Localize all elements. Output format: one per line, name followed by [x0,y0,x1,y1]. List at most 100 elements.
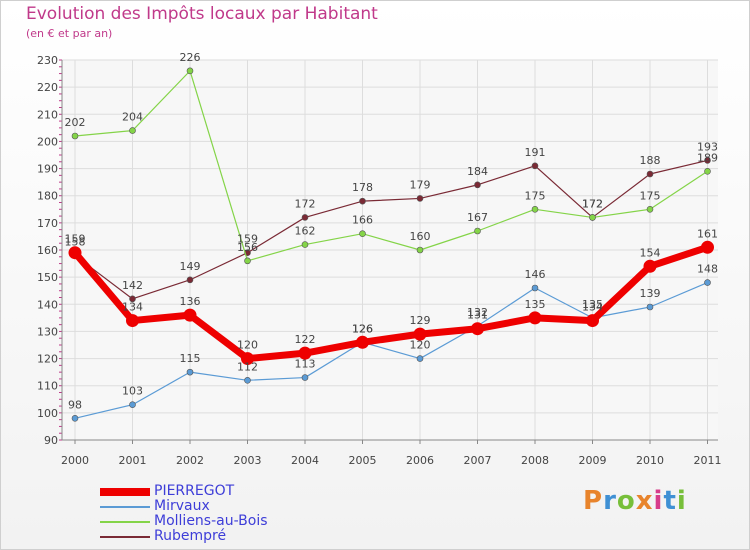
legend-label: Rubempré [154,528,227,544]
data-label: 135 [582,298,603,311]
data-point [244,376,251,384]
x-tick-label: 2005 [349,454,377,467]
data-label: 156 [237,241,258,254]
y-tick-label: 150 [37,271,58,284]
data-label: 175 [525,189,546,202]
data-point [586,314,599,328]
y-tick-label: 110 [37,380,58,393]
data-label: 131 [467,309,488,322]
logo-letter: o [616,486,636,516]
legend-swatch [100,506,150,508]
data-point [531,205,539,213]
data-label: 184 [467,165,488,178]
legend-label: Mirvaux [154,498,210,514]
legend-swatch [100,488,150,496]
data-point [416,195,424,202]
x-tick-label: 2006 [406,454,434,467]
data-label: 154 [640,246,661,259]
y-tick-label: 230 [37,54,58,67]
y-tick-label: 140 [37,298,58,311]
data-label: 179 [410,178,431,191]
data-label: 172 [295,197,316,210]
data-point [413,327,427,341]
x-tick-label: 2007 [464,454,492,467]
data-label: 191 [525,146,546,159]
proxiti-logo: Proxiti [583,486,687,516]
data-label: 126 [352,322,373,335]
x-tick-label: 2001 [119,454,147,467]
data-label: 167 [467,211,488,224]
x-tick-label: 2010 [636,454,664,467]
data-label: 132 [467,306,488,319]
data-point [704,167,711,175]
data-point [704,279,711,286]
y-tick-label: 190 [37,163,58,176]
data-point [416,246,424,254]
data-point [646,303,654,311]
logo-letter: i [653,486,664,516]
data-point [474,181,481,189]
data-label: 135 [525,298,546,311]
y-tick-label: 210 [37,108,58,121]
data-point [68,246,82,260]
logo-letter: x [635,486,654,516]
data-label: 193 [697,140,718,153]
data-point [528,311,542,325]
data-point [71,414,79,422]
data-point [129,127,136,134]
legend-swatch [100,536,150,538]
data-label: 146 [525,268,546,281]
logo-letter: r [603,486,617,516]
data-label: 202 [65,116,86,129]
data-point [126,314,139,328]
data-point [186,276,194,284]
data-label: 136 [180,295,201,308]
data-point [646,170,654,178]
x-tick-label: 2003 [234,454,262,467]
data-label: 178 [352,181,373,194]
data-label: 162 [295,225,316,238]
data-point [356,335,369,349]
data-point [531,284,539,292]
data-label: 188 [640,154,661,167]
data-point [301,214,309,221]
data-label: 115 [180,352,201,365]
data-point [301,241,309,248]
data-label: 113 [295,358,316,371]
logo-letter: i [676,486,687,516]
data-label: 126 [352,322,373,335]
data-label: 98 [68,398,82,411]
y-tick-label: 120 [37,353,58,366]
data-point [183,308,197,322]
legend-label: Molliens-au-Bois [154,513,268,529]
data-point [129,295,136,303]
legend-swatch [100,521,150,523]
data-point [471,322,484,336]
data-point [416,355,424,362]
chart-subtitle: (en € et par an) [26,27,113,40]
chart-title: Evolution des Impôts locaux par Habitant [26,4,378,24]
y-tick-label: 220 [37,81,58,94]
data-point [474,227,481,235]
legend-label: PIERREGOT [154,483,235,499]
data-label: 120 [237,339,258,352]
data-point [244,257,251,265]
y-tick-label: 130 [37,325,58,338]
data-label: 149 [180,260,201,273]
data-label: 161 [697,227,718,240]
data-point [704,157,711,164]
y-tick-label: 200 [37,135,58,148]
x-tick-label: 2008 [521,454,549,467]
data-point [129,401,136,409]
data-label: 189 [697,151,718,164]
y-tick-label: 160 [37,244,58,257]
series-line-pierregot [71,243,711,363]
data-label: 122 [295,333,316,346]
data-label: 148 [697,263,718,276]
logo-letter: t [663,486,677,516]
data-point [298,346,312,360]
y-tick-label: 90 [44,434,58,447]
data-label: 103 [122,385,143,398]
data-point [646,205,654,213]
